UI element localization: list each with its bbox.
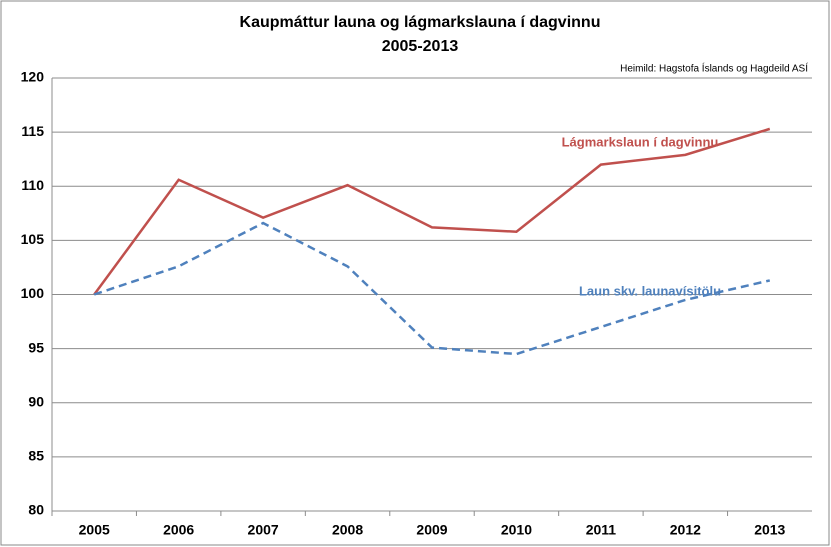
x-tick-label: 2007 (248, 522, 279, 538)
y-tick-label: 100 (21, 285, 45, 301)
x-tick-label: 2011 (586, 522, 617, 538)
chart-title: Kaupmáttur launa og lágmarkslauna í dagv… (240, 14, 601, 31)
series-label: Laun skv. launavísitölu (579, 283, 721, 298)
y-tick-label: 115 (21, 123, 44, 139)
y-tick-label: 90 (28, 393, 44, 409)
y-tick-label: 120 (21, 69, 45, 85)
y-tick-label: 85 (28, 448, 44, 464)
x-tick-label: 2006 (163, 522, 194, 538)
x-tick-label: 2005 (79, 522, 110, 538)
y-tick-label: 80 (28, 502, 44, 518)
x-tick-label: 2010 (501, 522, 532, 538)
y-tick-label: 95 (28, 339, 44, 355)
y-tick-label: 105 (21, 231, 45, 247)
series-line (93, 127, 771, 296)
x-tick-label: 2008 (332, 522, 363, 538)
x-tick-label: 2009 (416, 522, 447, 538)
series-line (93, 221, 771, 356)
x-tick-label: 2013 (754, 522, 785, 538)
y-tick-label: 110 (21, 177, 44, 193)
source-note: Heimild: Hagstofa Íslands og Hagdeild AS… (620, 62, 808, 75)
series-label: Lágmarkslaun í dagvinnu (562, 134, 719, 149)
chart-subtitle: 2005-2013 (382, 38, 459, 55)
x-tick-label: 2012 (670, 522, 701, 538)
